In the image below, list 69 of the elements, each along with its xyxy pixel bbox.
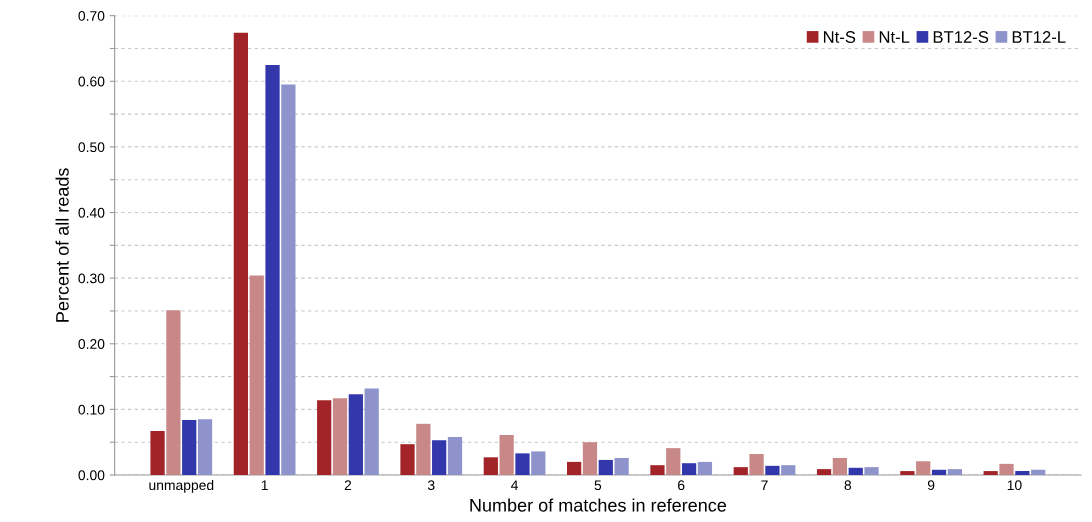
bar [900, 471, 915, 476]
bar [332, 398, 348, 476]
bar [733, 467, 748, 476]
bar [681, 463, 697, 476]
bar [864, 467, 879, 476]
bar [182, 419, 197, 476]
bar [249, 275, 264, 476]
bar [432, 440, 447, 476]
x-axis-title: Number of matches in reference [470, 498, 727, 512]
x-tick-label: 9 [927, 480, 935, 491]
y-tick-label: 0.60 [78, 76, 105, 87]
bar [416, 423, 431, 476]
bar [650, 465, 665, 476]
bar [515, 453, 530, 476]
bar [364, 388, 379, 476]
bar [697, 461, 713, 476]
bar [749, 454, 764, 476]
bar [983, 471, 998, 476]
bar [567, 461, 582, 476]
bar [816, 469, 832, 476]
bar [1031, 469, 1046, 476]
legend-label: BT12-L [1012, 31, 1066, 43]
bar [150, 431, 165, 476]
bar [317, 400, 332, 476]
bar [197, 419, 213, 476]
x-tick-label: 2 [344, 480, 352, 490]
bar [832, 457, 848, 476]
legend-label: BT12-S [933, 31, 989, 43]
y-tick-label: 0.10 [78, 404, 105, 415]
bar [531, 451, 546, 476]
bar [916, 461, 931, 476]
bar [281, 84, 296, 476]
x-tick-label: 7 [761, 480, 768, 490]
y-tick-label: 0.50 [78, 142, 105, 153]
bar [265, 64, 280, 476]
bar [999, 463, 1014, 476]
x-tick-label: 1 [261, 480, 268, 490]
y-tick-label: 0.00 [78, 470, 105, 481]
bar [781, 465, 796, 476]
bar [582, 442, 598, 476]
legend-label: Nt-L [879, 31, 910, 43]
bar [348, 394, 363, 476]
bar [598, 459, 613, 476]
y-tick-label: 0.40 [78, 207, 105, 218]
x-tick-label: 6 [678, 480, 685, 491]
bar [848, 467, 863, 476]
bar [931, 469, 947, 476]
bar [765, 465, 780, 476]
bar [614, 457, 629, 476]
bar [447, 436, 463, 476]
bar [400, 444, 415, 476]
y-tick-label: 0.70 [78, 10, 105, 21]
x-tick-label: 8 [844, 480, 852, 491]
y-tick-label: 0.20 [78, 339, 105, 349]
x-tick-label: 3 [427, 480, 435, 491]
bar [499, 434, 514, 476]
bar [233, 32, 248, 476]
x-tick-label: 4 [511, 480, 519, 490]
bar [947, 469, 962, 476]
bar [166, 310, 181, 476]
y-tick-label: 0.30 [78, 273, 105, 284]
bar [666, 448, 681, 476]
y-axis-title: Percent of all reads [55, 168, 69, 322]
bar [483, 457, 498, 476]
x-tick-label: 10 [1007, 480, 1022, 491]
legend-label: Nt-S [823, 31, 856, 43]
bar [1015, 471, 1030, 476]
x-tick-label: 5 [594, 480, 602, 491]
x-tick-label: unmapped [149, 479, 214, 493]
